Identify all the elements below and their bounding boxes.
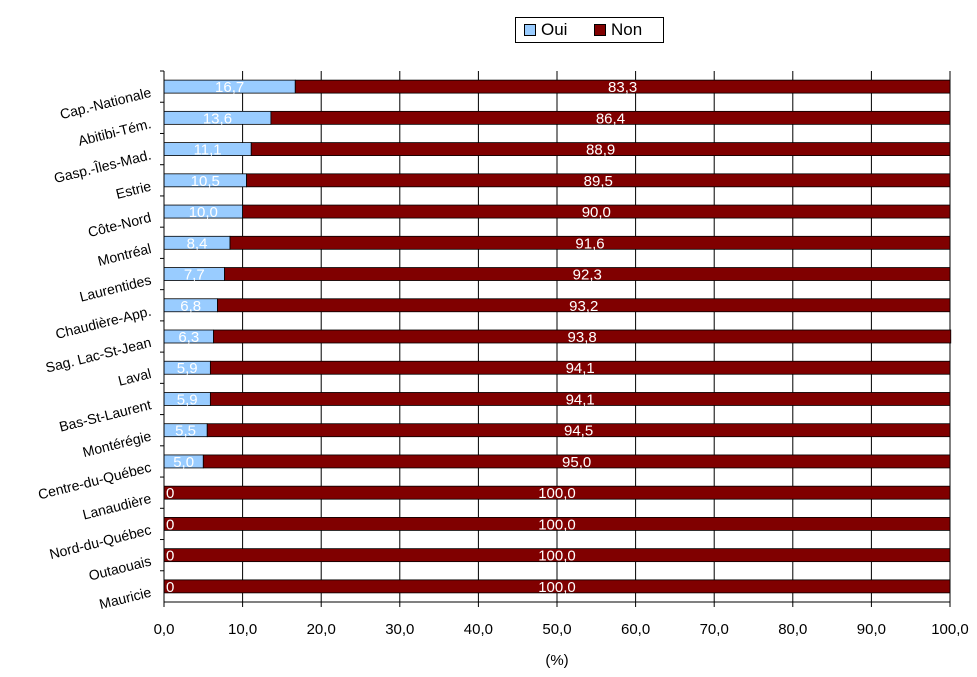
data-label-non: 100,0 bbox=[538, 548, 576, 565]
bar-non bbox=[242, 204, 951, 219]
axes bbox=[160, 70, 951, 607]
data-label-oui: 13,6 bbox=[203, 110, 232, 127]
x-tick-label: 100,0 bbox=[931, 621, 969, 638]
data-label-oui: 0 bbox=[166, 485, 174, 502]
y-tick-labels: Cap.-NationaleAbitibi-Tém.Gasp.-Îles-Mad… bbox=[36, 84, 153, 612]
bar-non bbox=[202, 454, 951, 469]
data-label-oui: 5,0 bbox=[173, 454, 194, 471]
data-label-oui: 10,5 bbox=[191, 173, 220, 190]
x-tick-label: 90,0 bbox=[857, 621, 886, 638]
data-label-non: 83,3 bbox=[608, 79, 637, 96]
bar-non bbox=[294, 79, 951, 94]
data-label-non: 86,4 bbox=[596, 110, 625, 127]
bar-labels: 16,7 83,3 13,6 86,4 11,1 88,9 10,5 89,5 10,0 90,0… bbox=[166, 79, 637, 596]
y-tick-label: Mauricie bbox=[98, 584, 153, 612]
x-tick-label: 70,0 bbox=[700, 621, 729, 638]
y-tick-label: Laval bbox=[116, 365, 152, 389]
bar-non bbox=[209, 360, 951, 375]
x-tick-label: 0,0 bbox=[154, 621, 175, 638]
y-tick-label: Montréal bbox=[96, 240, 153, 269]
x-tick-label: 30,0 bbox=[385, 621, 414, 638]
y-tick-label: Laurentides bbox=[78, 271, 153, 304]
bar-non bbox=[213, 329, 952, 344]
bar-non bbox=[229, 235, 951, 250]
data-label-non: 90,0 bbox=[582, 204, 611, 221]
x-axis-label: (%) bbox=[545, 652, 568, 669]
data-label-oui: 7,7 bbox=[184, 267, 205, 284]
data-label-oui: 6,8 bbox=[180, 298, 201, 315]
data-label-non: 95,0 bbox=[562, 454, 591, 471]
x-tick-labels: 0,0 10,0 20,0 30,0 40,0 50,0 60,0 70,0 80,0 90,0 1… bbox=[154, 621, 969, 638]
bar-non bbox=[250, 142, 951, 156]
x-tick-label: 40,0 bbox=[464, 621, 493, 638]
data-label-non: 94,1 bbox=[566, 360, 595, 377]
data-label-oui: 0 bbox=[166, 516, 174, 533]
data-label-oui: 0 bbox=[166, 579, 174, 596]
data-label-non: 100,0 bbox=[538, 579, 576, 596]
legend-label-non: Non bbox=[611, 20, 643, 39]
bar-non bbox=[270, 110, 951, 125]
data-label-oui: 5,5 bbox=[175, 423, 196, 440]
y-tick-label: Abitibi-Tém. bbox=[76, 115, 152, 149]
y-tick-label: Bas-St-Laurent bbox=[57, 396, 152, 434]
bar-non bbox=[206, 423, 951, 438]
data-label-non: 93,2 bbox=[569, 298, 598, 315]
legend-label-oui: Oui bbox=[541, 20, 568, 39]
x-tick-label: 10,0 bbox=[228, 621, 257, 638]
x-tick-label: 20,0 bbox=[307, 621, 336, 638]
data-label-non: 88,9 bbox=[586, 142, 615, 159]
bars bbox=[163, 79, 952, 594]
data-label-non: 91,6 bbox=[575, 235, 604, 252]
data-label-non: 100,0 bbox=[538, 485, 576, 502]
data-label-non: 94,1 bbox=[566, 391, 595, 408]
legend-swatch-non bbox=[594, 24, 606, 36]
data-label-oui: 11,1 bbox=[194, 142, 222, 159]
y-tick-label: Estrie bbox=[114, 178, 153, 202]
bar-non bbox=[209, 392, 951, 406]
data-label-oui: 10,0 bbox=[189, 204, 218, 221]
x-tick-label: 60,0 bbox=[621, 621, 650, 638]
data-label-oui: 0 bbox=[166, 548, 174, 565]
data-label-oui: 5,9 bbox=[177, 391, 198, 408]
x-tick-label: 80,0 bbox=[778, 621, 807, 638]
legend: Oui Non bbox=[515, 17, 664, 43]
y-tick-label: Cap.-Nationale bbox=[58, 84, 153, 122]
bar-non bbox=[217, 298, 951, 313]
y-tick-label: Outaouais bbox=[87, 553, 153, 584]
y-tick-label: Lanaudière bbox=[81, 490, 153, 523]
x-tick-label: 50,0 bbox=[542, 621, 571, 638]
data-label-oui: 8,4 bbox=[187, 235, 208, 252]
data-label-non: 89,5 bbox=[584, 173, 613, 190]
data-label-non: 100,0 bbox=[538, 516, 576, 533]
data-label-non: 92,3 bbox=[573, 267, 602, 284]
legend-item-non: Non bbox=[594, 20, 643, 39]
legend-item-oui: Oui bbox=[524, 20, 568, 39]
data-label-non: 94,5 bbox=[564, 423, 593, 440]
data-label-non: 93,8 bbox=[568, 329, 597, 346]
data-label-oui: 5,9 bbox=[177, 360, 198, 377]
data-label-oui: 16,7 bbox=[215, 79, 244, 96]
bar-non bbox=[246, 173, 951, 188]
data-label-oui: 6,3 bbox=[178, 329, 199, 346]
y-tick-label: Montérégie bbox=[81, 428, 153, 461]
legend-swatch-oui bbox=[524, 24, 536, 36]
bar-non bbox=[224, 267, 951, 281]
y-tick-label: Côte-Nord bbox=[86, 209, 153, 240]
